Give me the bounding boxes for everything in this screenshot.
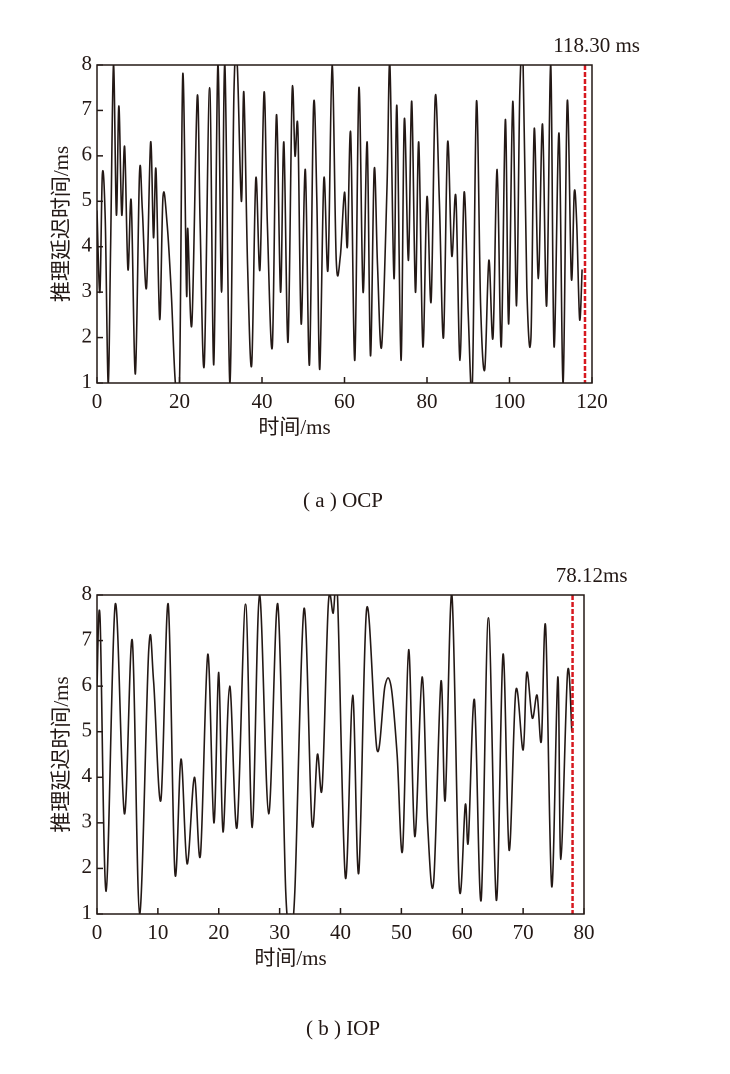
caption: ( b ) IOP — [306, 1016, 380, 1040]
plot-frame — [96, 64, 593, 384]
y-tick-label: 1 — [82, 369, 93, 393]
caption: ( a ) OCP — [303, 488, 383, 512]
y-tick-label: 1 — [82, 900, 93, 924]
data-line — [97, 595, 573, 914]
y-tick-label: 3 — [82, 278, 93, 302]
x-tick-label: 70 — [513, 920, 534, 944]
x-tick-label: 60 — [452, 920, 473, 944]
x-tick-label: 30 — [269, 920, 290, 944]
x-tick-label: 40 — [252, 389, 273, 413]
x-tick-label: 20 — [169, 389, 190, 413]
y-tick-label: 8 — [82, 51, 93, 75]
x-tick-label: 80 — [417, 389, 438, 413]
x-tick-label: 40 — [330, 920, 351, 944]
y-tick-label: 5 — [82, 718, 93, 742]
y-tick-label: 2 — [82, 854, 93, 878]
x-tick-label: 0 — [92, 920, 103, 944]
x-tick-label: 50 — [391, 920, 412, 944]
y-tick-label: 4 — [82, 763, 93, 787]
x-tick-label: 120 — [576, 389, 608, 413]
x-tick-label: 80 — [574, 920, 595, 944]
y-axis-label: 推理延迟时间/ms — [49, 676, 73, 832]
y-tick-label: 5 — [82, 187, 93, 211]
x-tick-label: 20 — [208, 920, 229, 944]
y-tick-label: 2 — [82, 323, 93, 347]
y-tick-label: 7 — [82, 96, 93, 120]
y-tick-label: 6 — [82, 142, 93, 166]
x-tick-label: 100 — [494, 389, 526, 413]
y-tick-label: 4 — [82, 233, 93, 257]
x-tick-label: 0 — [92, 389, 103, 413]
x-tick-label: 60 — [334, 389, 355, 413]
y-tick-label: 8 — [82, 581, 93, 605]
y-tick-label: 6 — [82, 672, 93, 696]
y-tick-label: 7 — [82, 626, 93, 650]
x-tick-label: 10 — [147, 920, 168, 944]
marker-label: 118.30 ms — [553, 33, 640, 57]
plot-frame — [96, 594, 585, 915]
data-line — [97, 65, 583, 383]
y-tick-label: 3 — [82, 809, 93, 833]
x-axis-label: 时间/ms — [258, 415, 330, 439]
marker-label: 78.12ms — [556, 563, 628, 587]
y-axis-label: 推理延迟时间/ms — [49, 146, 73, 302]
x-axis-label: 时间/ms — [254, 946, 326, 970]
